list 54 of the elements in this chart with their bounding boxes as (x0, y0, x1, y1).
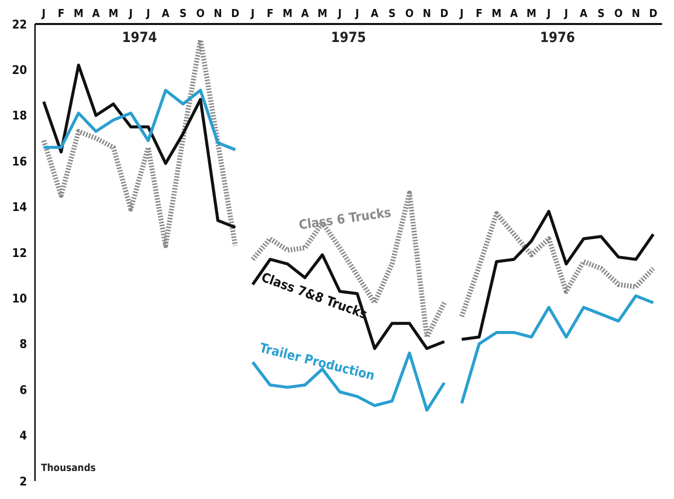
chart-title: 1975 (330, 30, 368, 46)
chart-title: 1976 (538, 30, 576, 46)
y-tick-label: 8 (19, 337, 27, 352)
x-tick-label: A (580, 7, 588, 20)
y-tick-label: 4 (19, 428, 28, 443)
text: Class 6 Trucks (296, 204, 394, 235)
line-series (42, 88, 237, 152)
y-tick-label: 20 (12, 62, 27, 77)
y-tick-label: 12 (12, 246, 27, 260)
y-tick-label: 16 (12, 154, 27, 168)
chart-title: 1974 (120, 30, 158, 46)
y-tick-label: 14 (12, 200, 28, 214)
x-tick-label: O (196, 7, 205, 20)
x-tick-label: D (649, 7, 658, 20)
x-tick-label: S (597, 7, 605, 20)
y-tick-label: 10 (12, 291, 27, 306)
x-tick-label: F (266, 7, 274, 20)
x-tick-label: S (179, 7, 187, 20)
y-tick-label: 22 (12, 17, 27, 32)
x-tick-label: M (108, 7, 118, 20)
x-tick-label: J (354, 7, 360, 20)
x-tick-label: O (405, 7, 414, 20)
x-tick-label: M (492, 7, 502, 20)
x-tick-label: J (336, 7, 342, 20)
line-series (42, 64, 237, 229)
x-tick-label: J (458, 7, 464, 20)
y-tick-label: 18 (12, 108, 27, 123)
x-tick-label: A (370, 7, 379, 20)
x-tick-label: J (145, 7, 150, 20)
x-tick-label: N (214, 7, 222, 20)
x-tick-label: A (92, 7, 100, 20)
x-tick-label: J (563, 7, 568, 20)
x-tick-label: A (301, 7, 310, 20)
x-tick-label: O (614, 7, 623, 20)
x-tick-label: A (510, 7, 518, 20)
x-tick-label: S (388, 7, 396, 20)
x-tick-label: J (128, 7, 133, 20)
x-tick-label: M (526, 7, 536, 20)
y-axis-title: Thousands (41, 463, 96, 474)
x-tick-label: N (632, 7, 640, 20)
x-tick-label: J (40, 7, 46, 20)
x-tick-label: M (74, 7, 84, 20)
y-tick-label: 6 (19, 382, 27, 397)
x-tick-label: A (162, 7, 170, 20)
x-tick-label: D (440, 7, 448, 20)
x-tick-label: F (476, 7, 483, 20)
x-tick-label: F (58, 7, 65, 20)
x-tick-label: M (282, 7, 292, 20)
x-tick-label: D (231, 7, 240, 20)
y-tick-label: 2 (19, 474, 27, 488)
x-tick-label: N (422, 7, 432, 20)
x-tick-label: J (546, 7, 551, 20)
x-tick-label: M (317, 7, 328, 20)
x-tick-label: J (250, 7, 255, 20)
